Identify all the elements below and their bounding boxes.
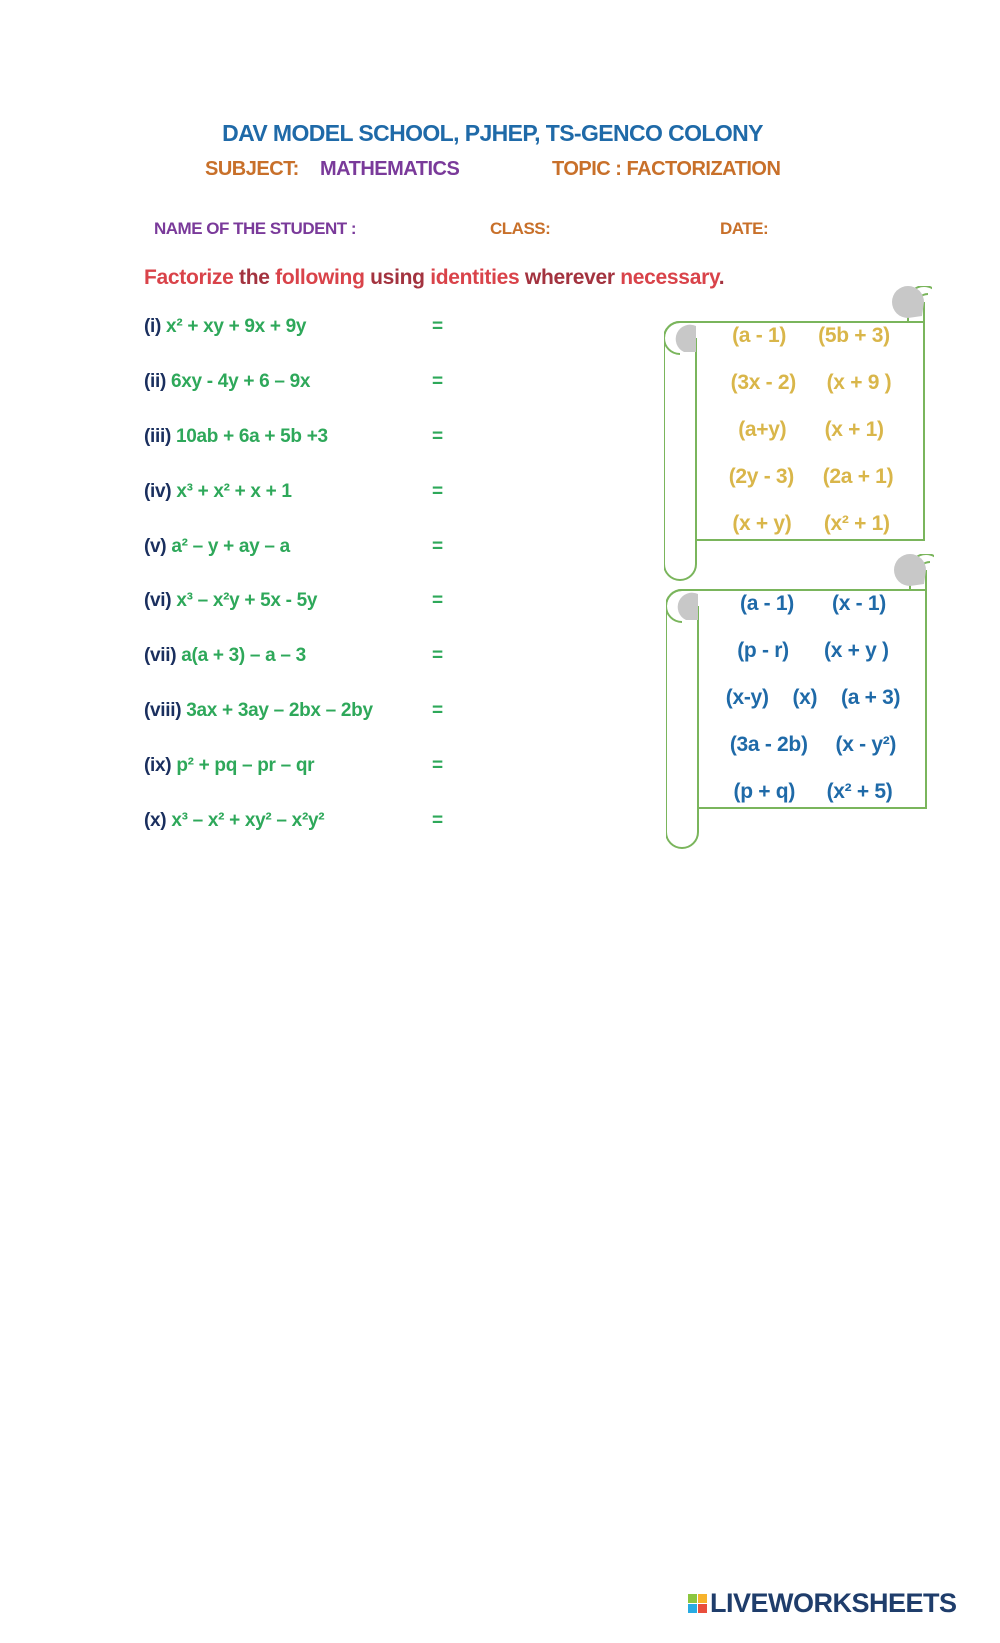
- question-row: (vii) a(a + 3) – a – 3: [144, 645, 306, 667]
- answer-equals: =: [432, 810, 444, 831]
- question-row: (x) x³ – x² + xy² – x²y²: [144, 810, 325, 832]
- question-number: (vii): [144, 645, 177, 666]
- question-row: (viii) 3ax + 3ay – 2bx – 2by: [144, 700, 373, 722]
- factor-option[interactable]: (3a - 2b): [729, 733, 808, 756]
- instruction-word: wherever: [524, 266, 621, 289]
- factor-option[interactable]: (a - 1): [732, 324, 787, 347]
- answer-equals: =: [432, 590, 444, 611]
- question-number: (ix): [144, 755, 172, 776]
- question-number: (ii): [144, 371, 167, 392]
- question-number: (vi): [144, 590, 172, 611]
- option-row: (p - r) (x + y ): [702, 639, 924, 663]
- options-scroll-2: (a - 1) (x - 1) (p - r) (x + y ) (x-y) (x) (a …: [666, 554, 934, 850]
- factor-option[interactable]: (p - r): [737, 639, 789, 662]
- factor-option[interactable]: (2y - 3): [728, 465, 795, 488]
- question-expression: 10ab + 6a + 5b +3: [176, 426, 328, 447]
- answer-equals: =: [432, 700, 444, 721]
- option-row: (3a - 2b) (x - y²): [702, 733, 924, 757]
- factor-option[interactable]: (a + 3): [841, 686, 901, 709]
- option-row: (a - 1) (x - 1): [702, 592, 924, 616]
- subject-value: MATHEMATICS: [320, 158, 460, 180]
- question-expression: a² – y + ay – a: [171, 536, 290, 557]
- factor-option[interactable]: (x - 1): [832, 592, 886, 615]
- instruction-word: the: [239, 266, 276, 289]
- question-expression: x³ – x²y + 5x - 5y: [176, 590, 318, 611]
- instruction: Factorize the following using identities…: [144, 266, 725, 290]
- factor-option[interactable]: (x - y²): [835, 733, 897, 756]
- question-row: (vi) x³ – x²y + 5x - 5y: [144, 590, 318, 612]
- question-number: (v): [144, 536, 167, 557]
- answer-equals: =: [432, 755, 444, 776]
- instruction-word: .: [718, 266, 725, 289]
- factor-option[interactable]: (x + y ): [824, 639, 889, 662]
- option-row: (a+y) (x + 1): [700, 418, 922, 442]
- factor-option[interactable]: (a+y): [738, 418, 787, 441]
- question-row: (i) x² + xy + 9x + 9y: [144, 316, 307, 338]
- question-expression: 3ax + 3ay – 2bx – 2by: [186, 700, 373, 721]
- logo-icon: [688, 1594, 707, 1613]
- answer-equals: =: [432, 316, 444, 337]
- question-expression: 6xy - 4y + 6 – 9x: [171, 371, 311, 392]
- option-row: (x + y) (x² + 1): [700, 512, 922, 536]
- answer-equals: =: [432, 536, 444, 557]
- option-row: (p + q) (x² + 5): [702, 780, 924, 804]
- factor-option[interactable]: (a - 1): [740, 592, 794, 615]
- answer-equals: =: [432, 481, 444, 502]
- question-number: (iv): [144, 481, 172, 502]
- class-label: CLASS:: [490, 219, 551, 238]
- factor-option[interactable]: (x² + 1): [823, 512, 890, 535]
- student-name-label: NAME OF THE STUDENT :: [154, 219, 357, 238]
- scroll-outline: [664, 286, 932, 581]
- factor-option[interactable]: (p + q): [733, 780, 796, 803]
- question-row: (v) a² – y + ay – a: [144, 536, 290, 558]
- question-number: (iii): [144, 426, 171, 447]
- factor-option[interactable]: (x): [792, 686, 818, 709]
- factor-option[interactable]: (x-y): [725, 686, 769, 709]
- question-expression: p² + pq – pr – qr: [176, 755, 315, 776]
- instruction-word: using: [370, 266, 431, 289]
- factor-option[interactable]: (x + 1): [824, 418, 884, 441]
- question-expression: a(a + 3) – a – 3: [181, 645, 306, 666]
- option-row: (a - 1) (5b + 3): [700, 324, 922, 348]
- subject-label: SUBJECT:: [205, 158, 299, 180]
- answer-equals: =: [432, 371, 444, 392]
- factor-option[interactable]: (5b + 3): [818, 324, 890, 347]
- question-row: (iii) 10ab + 6a + 5b +3: [144, 426, 328, 448]
- question-number: (viii): [144, 700, 182, 721]
- date-label: DATE:: [720, 219, 769, 238]
- instruction-word: following: [275, 266, 371, 289]
- instruction-word: identities: [430, 266, 525, 289]
- option-row: (x-y) (x) (a + 3): [702, 686, 924, 710]
- options-scroll-1: (a - 1) (5b + 3) (3x - 2) (x + 9 ) (a+y) (x +…: [664, 286, 932, 582]
- answer-equals: =: [432, 426, 444, 447]
- answer-equals: =: [432, 645, 444, 666]
- option-row: (2y - 3) (2a + 1): [700, 465, 922, 489]
- question-number: (i): [144, 316, 162, 337]
- question-expression: x³ + x² + x + 1: [176, 481, 292, 502]
- question-number: (x): [144, 810, 167, 831]
- factor-option[interactable]: (3x - 2): [730, 371, 797, 394]
- instruction-word: Factorize: [144, 266, 240, 289]
- question-expression: x³ – x² + xy² – x²y²: [171, 810, 325, 831]
- scroll-outline: [666, 554, 934, 849]
- logo-text: LIVEWORKSHEETS: [710, 1588, 957, 1618]
- option-row: (3x - 2) (x + 9 ): [700, 371, 922, 395]
- question-row: (ix) p² + pq – pr – qr: [144, 755, 315, 777]
- question-expression: x² + xy + 9x + 9y: [166, 316, 307, 337]
- topic-label: TOPIC : FACTORIZATION: [552, 158, 781, 180]
- factor-option[interactable]: (x + 9 ): [826, 371, 892, 394]
- factor-option[interactable]: (2a + 1): [822, 465, 894, 488]
- question-row: (ii) 6xy - 4y + 6 – 9x: [144, 371, 310, 393]
- question-row: (iv) x³ + x² + x + 1: [144, 481, 292, 503]
- instruction-word: necessary: [620, 266, 719, 289]
- factor-option[interactable]: (x + y): [732, 512, 792, 535]
- school-title: DAV MODEL SCHOOL, PJHEP, TS-GENCO COLONY: [222, 120, 763, 146]
- factor-option[interactable]: (x² + 5): [826, 780, 893, 803]
- liveworksheets-logo: LIVEWORKSHEETS: [688, 1588, 957, 1619]
